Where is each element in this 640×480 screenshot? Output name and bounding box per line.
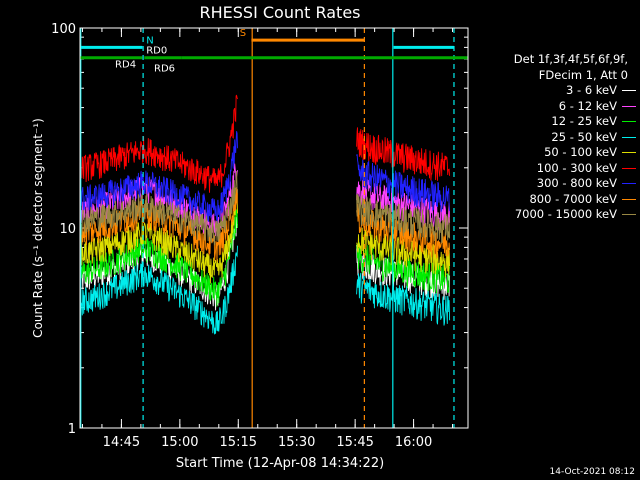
x-tick-label: 15:45 — [336, 435, 373, 450]
x-tick-label: 15:00 — [161, 435, 198, 450]
flag-label-s: S — [240, 28, 246, 39]
series-line-100-300-keV — [80, 94, 451, 193]
legend-label: 800 - 7000 keV — [529, 191, 617, 206]
legend-header-line-2: FDecim 1, Att 0 — [538, 67, 628, 82]
legend-swatch — [622, 183, 636, 185]
legend-item: 25 - 50 keV — [478, 130, 636, 146]
legend-label: 3 - 6 keV — [566, 83, 617, 97]
legend-swatch — [622, 167, 636, 169]
legend-item: 800 - 7000 keV — [478, 192, 636, 208]
legend-header-line-1: Det 1f,3f,4f,5f,6f,9f, — [513, 52, 628, 66]
legend-label: 100 - 300 keV — [536, 160, 617, 175]
legend-label: 300 - 800 keV — [536, 176, 617, 190]
x-axis-label: Start Time (12-Apr-08 14:34:22) — [176, 456, 384, 471]
y-tick-label: 10 — [59, 222, 76, 237]
legend-swatch — [622, 121, 636, 123]
legend-swatch — [622, 90, 636, 92]
y-tick-label: 100 — [51, 22, 76, 37]
legend-swatch — [622, 198, 636, 200]
legend-swatch — [622, 136, 636, 138]
legend-swatch — [622, 214, 636, 216]
legend-item: 300 - 800 keV — [478, 176, 636, 192]
chart-legend: Det 1f,3f,4f,5f,6f,9f, FDecim 1, Att 0 3… — [478, 52, 636, 223]
legend-item: 100 - 300 keV — [478, 161, 636, 177]
chart-title: RHESSI Count Rates — [200, 3, 361, 22]
timestamp-footer: 14-Oct-2021 08:12 — [549, 467, 635, 477]
legend-item: 6 - 12 keV — [478, 99, 636, 115]
legend-label: 6 - 12 keV — [558, 98, 617, 113]
flag-label-rd0: RD0 — [146, 46, 167, 57]
flag-label-n: N — [146, 35, 153, 46]
y-axis-label: Count Rate (s⁻¹ detector segment⁻¹) — [31, 118, 45, 338]
x-tick-label: 15:30 — [278, 435, 315, 450]
legend-label: 50 - 100 keV — [544, 145, 617, 159]
flag-label-rd4: RD4 — [115, 60, 136, 71]
x-tick-label: 14:45 — [103, 435, 140, 450]
legend-label: 25 - 50 keV — [551, 129, 617, 144]
x-tick-label: 16:00 — [395, 435, 432, 450]
plot-frame — [79, 27, 469, 429]
data-layer — [80, 28, 468, 428]
x-tick-label: 15:15 — [220, 435, 257, 450]
y-tick-label: 1 — [68, 422, 76, 437]
legend-swatch — [622, 105, 636, 107]
legend-label: 12 - 25 keV — [551, 114, 617, 128]
legend-swatch — [622, 152, 636, 154]
flag-label-rd6: RD6 — [154, 64, 175, 75]
series-line-7000-15000-keV — [80, 170, 451, 246]
legend-item: 3 - 6 keV — [478, 83, 636, 99]
legend-item: 50 - 100 keV — [478, 145, 636, 161]
legend-label: 7000 - 15000 keV — [514, 207, 617, 221]
series-line-300-800-keV — [80, 131, 451, 225]
legend-item: 7000 - 15000 keV — [478, 207, 636, 223]
series-line-25-50-keV — [80, 245, 451, 335]
legend-item: 12 - 25 keV — [478, 114, 636, 130]
